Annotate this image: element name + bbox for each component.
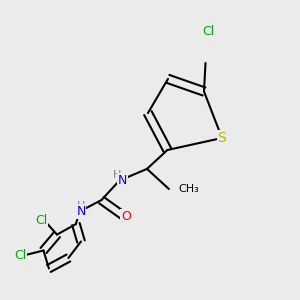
Text: N: N (118, 174, 127, 187)
Text: CH₃: CH₃ (178, 184, 199, 194)
Text: Cl: Cl (35, 214, 47, 227)
Text: H: H (77, 201, 85, 211)
Text: H: H (113, 170, 121, 180)
Text: S: S (218, 131, 226, 145)
Text: Cl: Cl (202, 25, 214, 38)
Text: Cl: Cl (14, 249, 26, 262)
Text: O: O (121, 210, 131, 223)
Text: N: N (76, 205, 86, 218)
